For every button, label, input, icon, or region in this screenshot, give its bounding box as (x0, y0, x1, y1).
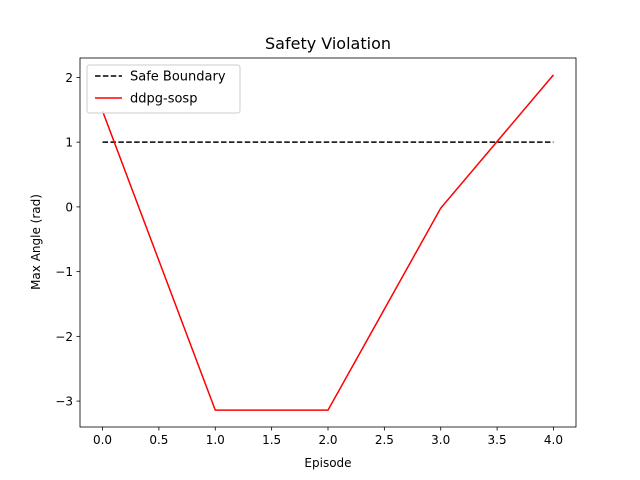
x-tick-label: 0.5 (149, 433, 168, 447)
x-tick-label: 1.0 (206, 433, 225, 447)
x-tick-label: 0.0 (93, 433, 112, 447)
plot-area: 0.0 0.5 1.0 1.5 2.0 2.5 3.0 3.5 4.0 −3 −2 −1 0 1 2 (55, 57, 577, 447)
legend-box (86, 64, 241, 114)
y-tick-label: −1 (55, 265, 73, 279)
x-tick-label: 4.0 (544, 433, 563, 447)
y-tick-label: 1 (65, 136, 73, 150)
x-tick-label: 1.5 (262, 433, 281, 447)
x-tick-label: 3.0 (431, 433, 450, 447)
x-axis-label: Episode (304, 456, 351, 470)
y-tick-label: 2 (65, 71, 73, 85)
y-tick-label: −3 (55, 395, 73, 409)
legend-label-ddpg-sosp: ddpg-sosp (130, 92, 197, 107)
y-tick-label: −2 (55, 330, 73, 344)
legend: Safe Boundary ddpg-sosp (86, 64, 241, 114)
series-line-ddpg-sosp (101, 74, 555, 411)
y-axis-label: Max Angle (rad) (29, 194, 43, 290)
x-tick-label: 3.5 (488, 433, 507, 447)
y-tick-label: 0 (65, 200, 73, 214)
x-tick-label: 2.0 (318, 433, 337, 447)
chart-title: Safety Violation (265, 34, 391, 53)
x-tick-label: 2.5 (375, 433, 394, 447)
legend-label-safe-boundary: Safe Boundary (130, 70, 226, 85)
